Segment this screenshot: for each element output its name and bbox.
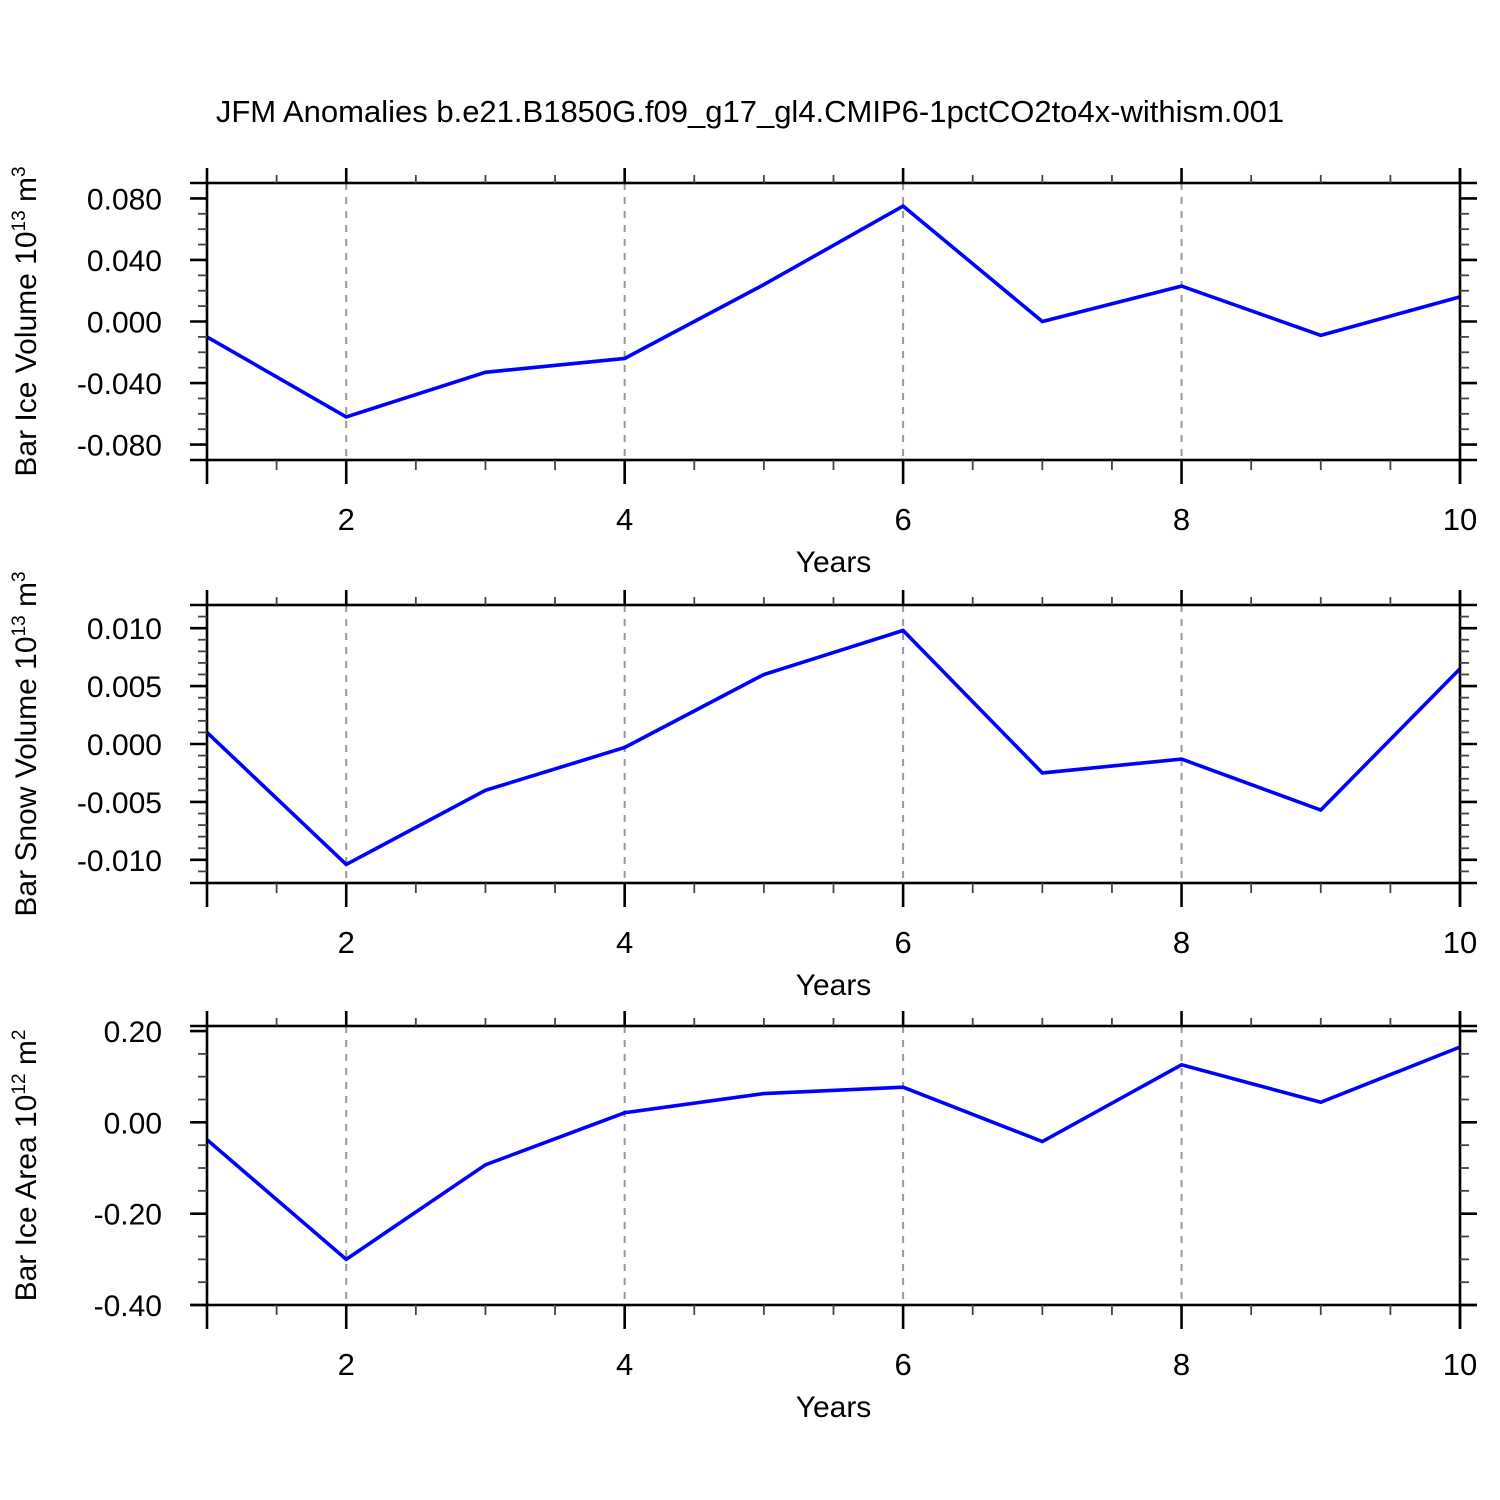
x-axis-title: Years	[796, 1391, 872, 1424]
y-tick-label: -0.005	[77, 787, 162, 820]
axis-box	[205, 181, 1462, 462]
x-tick-label: 8	[1173, 1347, 1190, 1382]
y-tick-label: -0.040	[77, 368, 162, 401]
y-tick-label: -0.010	[77, 845, 162, 878]
y-tick-label: -0.40	[94, 1290, 162, 1323]
y-tick-label: 0.040	[87, 245, 162, 278]
subplots-container: 2 4 6 8 10 0.080 0.040 0.000 -0.040 -0.080 Years Ba…	[9, 166, 1477, 1424]
x-tick-label: 6	[894, 925, 911, 960]
x-tick-label: 4	[616, 925, 633, 960]
data-line	[205, 1045, 1461, 1262]
axis-box	[205, 603, 1462, 885]
y-tick-label: -0.20	[94, 1199, 162, 1232]
x-tick-label: 2	[338, 502, 355, 537]
y-axis-title: Bar Ice Area 1012 m2	[9, 1030, 43, 1302]
y-axis-title: Bar Ice Volume 1013 m3	[9, 166, 43, 476]
data-line	[206, 203, 1461, 419]
y-tick-label: 0.20	[104, 1016, 162, 1049]
x-tick-label: 6	[894, 502, 911, 537]
y-tick-label: 0.010	[87, 613, 162, 646]
y-axis-title: Bar Snow Volume 1013 m3	[9, 571, 43, 916]
x-tick-label: 10	[1443, 1347, 1477, 1382]
subplot-2: 2 4 6 8 10 0.010 0.005 0.000 -0.005 -0.010 Years Ba…	[9, 571, 1477, 1002]
x-axis-title: Years	[796, 969, 872, 1002]
y-tick-label: 0.000	[87, 729, 162, 762]
data-line	[205, 628, 1462, 867]
subplot-1: 2 4 6 8 10 0.080 0.040 0.000 -0.040 -0.080 Years Ba…	[9, 166, 1477, 579]
x-tick-label: 2	[338, 1347, 355, 1382]
x-tick-label: 10	[1443, 925, 1477, 960]
y-tick-label: 0.080	[87, 183, 162, 216]
x-axis-title: Years	[796, 546, 872, 579]
axis-box	[205, 1024, 1462, 1307]
x-tick-label: 10	[1443, 502, 1477, 537]
y-tick-label: 0.00	[104, 1107, 162, 1140]
x-tick-label: 2	[338, 925, 355, 960]
chart-title: JFM Anomalies b.e21.B1850G.f09_g17_gl4.C…	[216, 94, 1284, 129]
x-tick-label: 8	[1173, 502, 1190, 537]
x-tick-label: 4	[616, 502, 633, 537]
y-tick-label: -0.080	[77, 430, 162, 463]
x-tick-label: 6	[894, 1347, 911, 1382]
y-tick-label: 0.000	[87, 307, 162, 340]
y-tick-label: 0.005	[87, 671, 162, 704]
x-tick-label: 4	[616, 1347, 633, 1382]
x-tick-label: 8	[1173, 925, 1190, 960]
subplot-3: 2 4 6 8 10 0.20 0.00 -0.20 -0.40 Years Bar Ice Are…	[9, 1011, 1477, 1424]
